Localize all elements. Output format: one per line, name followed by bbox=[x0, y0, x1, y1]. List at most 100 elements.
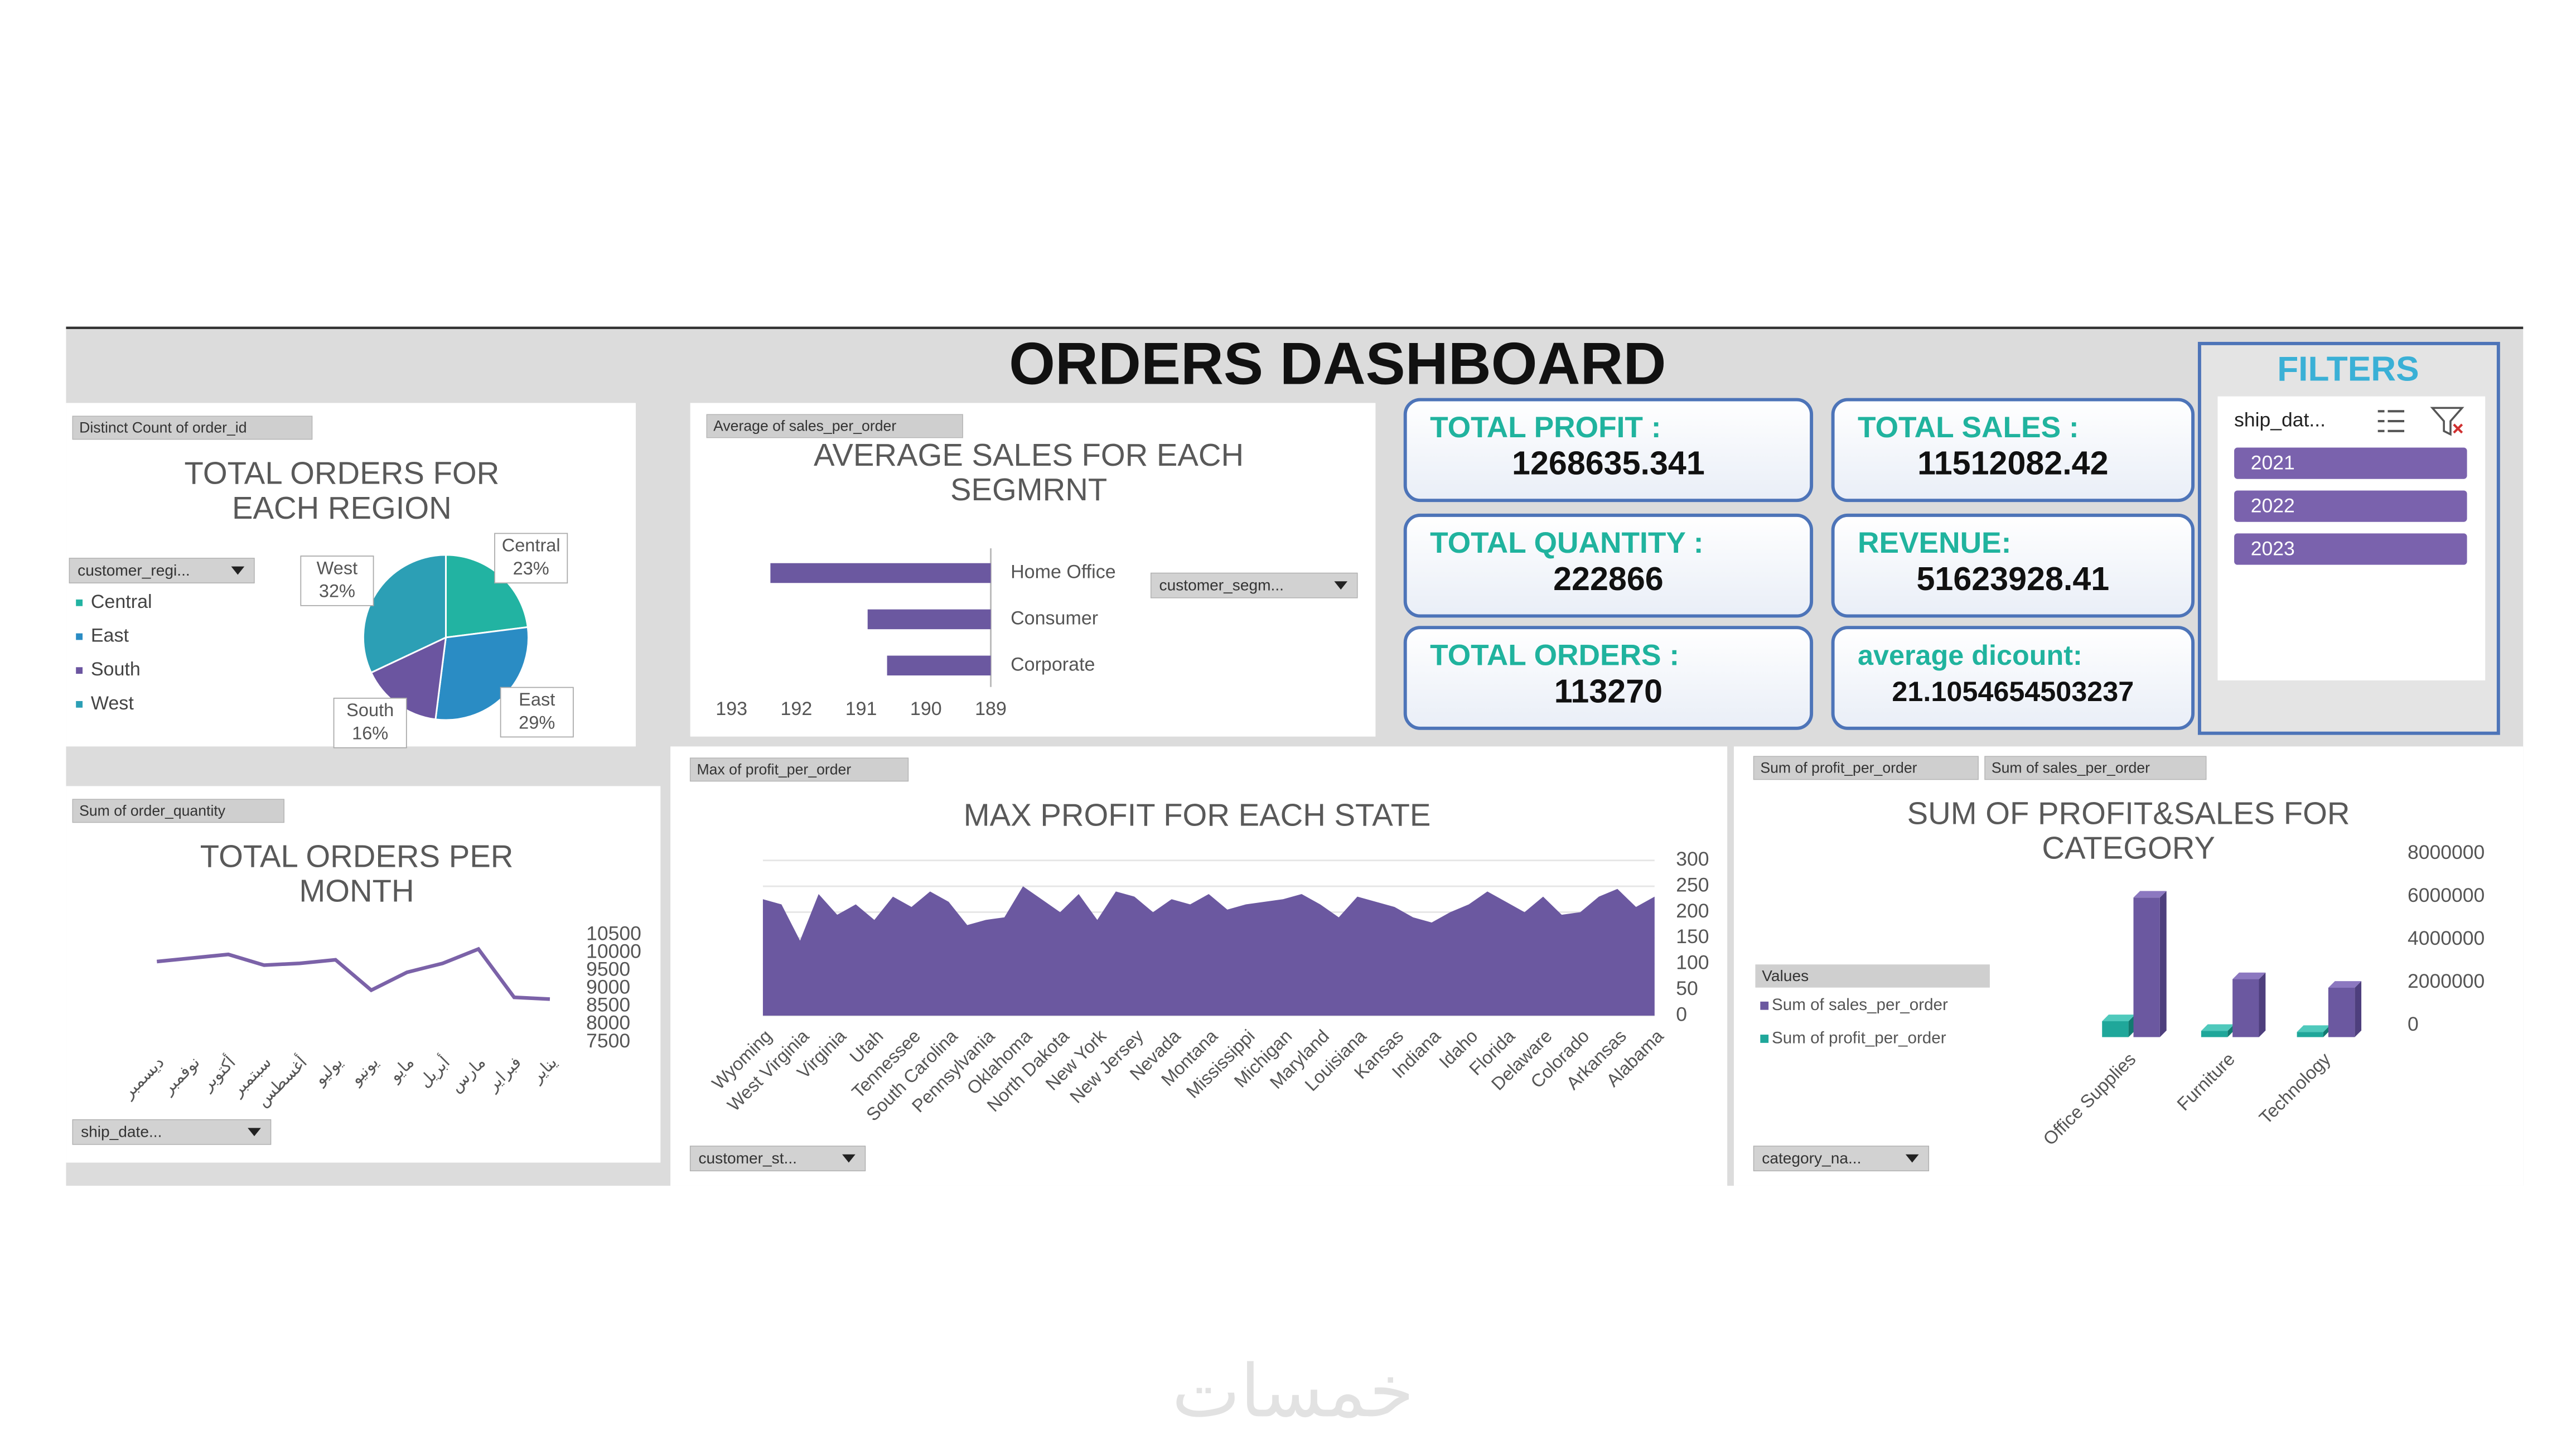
kpi-value: 1268635.341 bbox=[1512, 445, 1705, 482]
multi-select-icon[interactable] bbox=[2377, 410, 2405, 432]
filter-dropdown[interactable] bbox=[689, 1146, 866, 1172]
bar-top bbox=[2133, 891, 2167, 898]
bar bbox=[2232, 979, 2259, 1037]
y-tick-label: 0 bbox=[2408, 1013, 2419, 1035]
y-tick-label: 300 bbox=[1676, 848, 1709, 870]
bar-side bbox=[2159, 891, 2167, 1037]
filter-dropdown-label: customer_regi... bbox=[78, 562, 190, 579]
kpi-card bbox=[1831, 398, 2195, 503]
clear-filter-icon[interactable] bbox=[2430, 407, 2464, 436]
data-label-box bbox=[333, 697, 407, 748]
field-button bbox=[72, 799, 285, 823]
dropdown-arrow bbox=[1905, 1154, 1919, 1163]
y-tick-label: 100 bbox=[1676, 951, 1709, 974]
legend-swatch bbox=[76, 599, 83, 606]
y-tick-label: 10500 bbox=[586, 922, 641, 944]
filters-title: FILTERS bbox=[2277, 350, 2419, 389]
legend-label: West bbox=[91, 693, 134, 714]
filter-dropdown[interactable] bbox=[72, 1119, 272, 1145]
bar bbox=[2328, 987, 2355, 1037]
filter-dropdown[interactable] bbox=[1753, 1146, 1930, 1172]
chart-title-box: TOTAL ORDERS FOR EACH REGION bbox=[184, 459, 500, 527]
slicer-field: ship_dat... bbox=[2234, 408, 2326, 431]
y-tick-label: 10000 bbox=[586, 940, 641, 962]
field-button-label: Sum of sales_per_order bbox=[1992, 759, 2150, 776]
legend-swatch bbox=[1760, 1035, 1769, 1043]
legend-title: Values bbox=[1762, 967, 1809, 984]
chart-title-box: MAX PROFIT FOR EACH STATE bbox=[963, 801, 1431, 834]
y-tick-label: 50 bbox=[1676, 977, 1698, 999]
filter-dropdown[interactable] bbox=[69, 558, 255, 583]
bar-top bbox=[2328, 981, 2362, 988]
legend-swatch bbox=[76, 633, 83, 640]
chart-title: TOTAL ORDERS FOR EACH REGION bbox=[184, 459, 500, 527]
kpi-card bbox=[1403, 513, 1814, 618]
filter-dropdown-label: customer_st... bbox=[698, 1149, 797, 1167]
dashboard-title: ORDERS DASHBOARD bbox=[1009, 330, 1666, 397]
line-series bbox=[156, 946, 550, 1001]
y-tick-label: 6000000 bbox=[2408, 884, 2485, 906]
legend-swatch bbox=[76, 701, 83, 708]
field-button-label: Sum of profit_per_order bbox=[1760, 759, 1917, 776]
bar-top bbox=[2297, 1025, 2330, 1032]
legend-swatch bbox=[1760, 1001, 1769, 1010]
chart-title: AVERAGE SALES FOR EACH SEGMRNT bbox=[814, 441, 1244, 509]
legend-label: Sum of sales_per_order bbox=[1772, 996, 1948, 1014]
kpi-card bbox=[1403, 398, 1814, 503]
chart-title: MAX PROFIT FOR EACH STATE bbox=[963, 801, 1431, 834]
filter-dropdown[interactable] bbox=[1151, 572, 1358, 598]
slicer-item[interactable] bbox=[2234, 490, 2467, 522]
panel bbox=[66, 786, 661, 1163]
slicer-item-label: 2023 bbox=[2251, 537, 2295, 559]
legend-swatch bbox=[76, 667, 83, 674]
legend-title-box bbox=[1755, 964, 1990, 988]
bar-top bbox=[2232, 972, 2266, 979]
x-tick-label: 189 bbox=[975, 698, 1007, 719]
y-tick-label: 4000000 bbox=[2408, 927, 2485, 949]
filter-dropdown-label: category_na... bbox=[1762, 1149, 1861, 1167]
x-tick-label: 191 bbox=[845, 698, 877, 719]
x-tick-label: 190 bbox=[910, 698, 942, 719]
chart-title: TOTAL ORDERS PER MONTH bbox=[200, 842, 514, 910]
chart-title: SUM OF PROFIT&SALES FOR CATEGORY bbox=[1907, 799, 2350, 867]
y-tick-label: 150 bbox=[1676, 925, 1709, 948]
kpi-label: average dicount: bbox=[1858, 639, 2082, 671]
legend-label: East bbox=[91, 625, 129, 646]
data-label-box bbox=[500, 687, 574, 738]
bar bbox=[2297, 1032, 2323, 1037]
y-tick-label: Consumer bbox=[1011, 607, 1098, 629]
field-button-label: Distinct Count of order_id bbox=[79, 419, 247, 436]
dropdown-arrow bbox=[248, 1128, 261, 1137]
kpi-value: 222866 bbox=[1553, 560, 1664, 597]
area-series bbox=[762, 886, 1655, 1016]
kpi-label: TOTAL ORDERS : bbox=[1430, 639, 1679, 672]
slicer-item[interactable] bbox=[2234, 533, 2467, 565]
dropdown-arrow bbox=[1334, 581, 1348, 590]
y-tick-label: 8000 bbox=[586, 1012, 630, 1034]
data-label: 32% bbox=[319, 581, 355, 601]
data-label-category: West bbox=[317, 558, 358, 578]
legend-label: South bbox=[91, 659, 141, 680]
field-button-label: Sum of order_quantity bbox=[79, 802, 226, 819]
slicer-item-label: 2022 bbox=[2251, 494, 2295, 516]
filter-dropdown-label: customer_segm... bbox=[1159, 577, 1284, 594]
y-tick-label: 2000000 bbox=[2408, 970, 2485, 992]
kpi-card bbox=[1831, 626, 2195, 730]
clear-filter-x bbox=[2453, 423, 2463, 434]
data-label-category: Central bbox=[502, 535, 560, 556]
kpi-value: 21.1054654503237 bbox=[1892, 675, 2134, 707]
x-tick-label: 193 bbox=[716, 698, 747, 719]
bar-side bbox=[2259, 972, 2266, 1037]
slicer-item[interactable] bbox=[2234, 447, 2467, 479]
dropdown-arrow bbox=[842, 1154, 856, 1163]
bar bbox=[770, 563, 991, 583]
x-tick-label: 192 bbox=[780, 698, 812, 719]
data-label: 16% bbox=[352, 723, 388, 743]
kpi-label: TOTAL QUANTITY : bbox=[1430, 527, 1703, 559]
data-label-box bbox=[300, 556, 374, 606]
y-tick-label: 9000 bbox=[586, 976, 630, 998]
bar bbox=[2133, 897, 2160, 1037]
kpi-value: 113270 bbox=[1554, 672, 1662, 709]
chart-title-box: SUM OF PROFIT&SALES FOR CATEGORY bbox=[1907, 799, 2350, 867]
